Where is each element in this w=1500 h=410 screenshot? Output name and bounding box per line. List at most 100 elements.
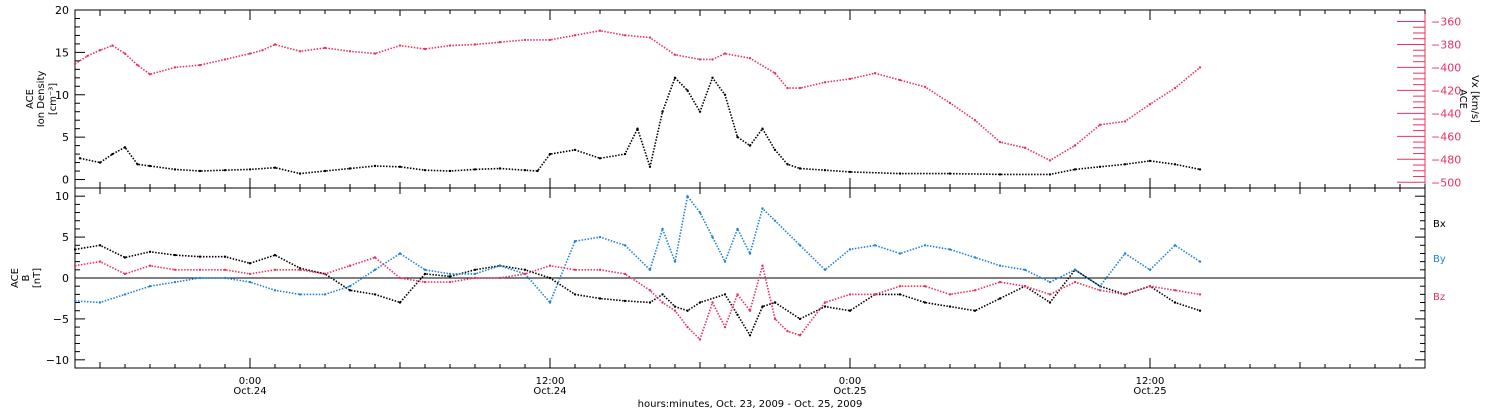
velocity-series-point	[86, 54, 89, 58]
density-tick-label: 10	[55, 89, 69, 102]
ion-density-series-point	[686, 89, 689, 92]
ion-density-series-point	[98, 161, 102, 164]
field-axis: 10 5 0 −5 −10	[46, 190, 1425, 367]
by-series-point	[448, 272, 452, 276]
velocity-tick-label: −360	[1431, 15, 1461, 28]
bz-series-point	[786, 330, 789, 333]
velocity-series-point	[136, 63, 139, 67]
field-tick-label: −5	[53, 313, 69, 326]
by-series-point	[148, 285, 152, 288]
by-series-point	[723, 260, 727, 263]
bx-series-point	[448, 275, 452, 278]
velocity-series-point	[323, 46, 327, 50]
by-series-point	[223, 276, 227, 280]
ion-density-series-point	[373, 164, 377, 168]
by-series-point	[73, 299, 77, 303]
density-velocity-panel: 0 5 10 15 20 −360 −380 −400 −420 −440 −460 −480 −50…	[25, 4, 1480, 189]
bx-series-point	[273, 253, 277, 257]
time-axis	[74, 188, 1426, 368]
bx-series-point	[1198, 309, 1202, 312]
ion-density-series	[79, 77, 1201, 176]
ion-density-series-point	[636, 127, 639, 130]
velocity-series-point	[1198, 66, 1202, 69]
bz-series-point	[736, 293, 739, 296]
density-tick-label: 15	[55, 46, 69, 59]
ion-density-series-point	[848, 170, 852, 174]
ion-density-series-point	[148, 164, 152, 168]
by-series-point	[973, 256, 977, 259]
density-axis-label-line1: ACE	[25, 89, 36, 109]
by-series-point	[823, 268, 827, 271]
bz-series-point	[948, 293, 952, 296]
by-series-point	[698, 211, 702, 214]
velocity-series-point	[748, 57, 752, 60]
bz-series-point	[973, 289, 977, 292]
legend-by: By	[1433, 254, 1446, 265]
ion-density-series-point	[273, 166, 277, 169]
velocity-series-point	[223, 58, 227, 61]
velocity-tick-label: −400	[1431, 61, 1461, 74]
bz-series-point	[223, 268, 227, 271]
velocity-series-point	[786, 86, 789, 90]
bx-series-point	[198, 255, 202, 258]
ion-density-series-point	[573, 148, 577, 152]
velocity-series-point	[623, 34, 627, 37]
by-series	[74, 195, 1201, 304]
by-series-point	[848, 248, 852, 251]
bz-series-point	[373, 256, 377, 259]
ion-density-series-point	[536, 169, 539, 173]
bz-series-point	[248, 272, 252, 276]
ion-density-series-point	[1123, 163, 1127, 166]
ion-density-series-point	[736, 135, 739, 139]
bz-series-point	[773, 317, 777, 321]
bz-series-point	[148, 264, 152, 267]
ion-density-series-point	[523, 169, 527, 172]
velocity-series-point	[898, 78, 902, 82]
ion-density-series-point	[198, 169, 202, 173]
ion-density-series-point	[761, 127, 764, 130]
velocity-series-point	[711, 58, 714, 61]
field-axis-label-line2: B	[21, 274, 32, 281]
ion-density-series-point	[1148, 159, 1152, 163]
bx-series-point	[736, 313, 739, 316]
bz-series-point	[1123, 293, 1127, 296]
x-tick-time-label: 0:00	[839, 376, 861, 387]
by-series-point	[798, 244, 802, 247]
ion-density-series-point	[948, 172, 952, 175]
time-tick-labels: 0:00Oct.2412:00Oct.240:00Oct.2512:00Oct.…	[233, 376, 1166, 397]
velocity-series-point	[248, 52, 252, 55]
by-series-point	[1048, 280, 1052, 284]
density-tick-label: 5	[62, 131, 69, 144]
ion-density-series-point	[798, 167, 802, 170]
bz-series-point	[348, 264, 352, 267]
by-series-point	[498, 264, 502, 267]
bz-series-point	[686, 325, 689, 329]
bx-series-point	[998, 297, 1002, 300]
bz-series-point	[123, 272, 127, 276]
by-series-point	[323, 293, 327, 296]
field-axis-label-line3: [nT]	[32, 268, 43, 288]
ion-density-series-point	[898, 172, 902, 175]
density-axis: 0 5 10 15 20	[55, 4, 85, 187]
ion-density-series-point	[998, 173, 1002, 176]
bz-series-point	[1073, 280, 1077, 284]
velocity-tick-label: −500	[1431, 176, 1461, 189]
velocity-series-point	[723, 52, 727, 55]
velocity-series-point	[448, 44, 452, 47]
ion-density-series-point	[398, 165, 402, 168]
ion-density-series-point	[223, 169, 227, 172]
velocity-series-point	[111, 44, 114, 47]
velocity-series-point	[998, 140, 1002, 144]
field-tick-label: 0	[62, 272, 69, 285]
bx-series-point	[423, 272, 427, 276]
velocity-series-point	[273, 43, 277, 46]
bx-series-point	[523, 268, 527, 271]
velocity-series-point	[598, 29, 602, 32]
bz-series-point	[523, 272, 527, 276]
velocity-series-point	[1148, 103, 1152, 106]
ion-density-series-point	[448, 169, 452, 173]
x-tick-time-label: 12:00	[1136, 376, 1165, 387]
ion-density-series-point	[648, 165, 652, 168]
bx-series-point	[573, 293, 577, 296]
velocity-series-point	[1023, 146, 1027, 149]
